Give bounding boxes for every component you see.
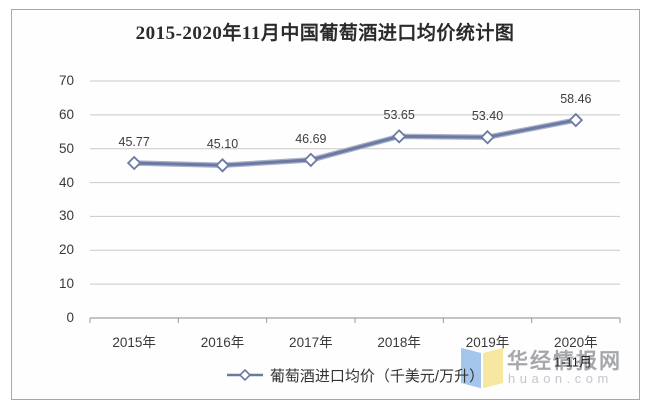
data-point-marker xyxy=(126,155,142,171)
data-label: 45.10 xyxy=(206,137,239,152)
y-axis-tick-label: 20 xyxy=(58,242,74,258)
legend-line-diamond-icon xyxy=(226,368,263,382)
x-axis-label: 2016年 xyxy=(200,335,245,350)
chart-frame xyxy=(11,9,640,400)
y-axis-tick-label: 40 xyxy=(58,174,74,190)
data-point-marker xyxy=(480,129,495,145)
data-point-marker xyxy=(215,158,230,173)
x-axis-label: 2019年 xyxy=(465,335,510,350)
data-label: 53.40 xyxy=(471,109,504,124)
data-point-marker xyxy=(391,129,407,144)
y-axis-tick-label: 30 xyxy=(58,208,74,224)
watermark: 华经情报网 huaon.com xyxy=(460,344,640,392)
legend-label: 葡萄酒进口均价（千美元/万升） xyxy=(269,367,485,385)
y-axis-tick-label: 60 xyxy=(58,106,74,122)
x-axis-label: 2017年 xyxy=(289,335,333,350)
legend: 葡萄酒进口均价（千美元/万升） xyxy=(90,365,620,385)
huajing-logo-icon xyxy=(461,346,505,390)
watermark-brand-text: 华经情报网 xyxy=(507,350,622,373)
data-point-marker xyxy=(303,152,319,168)
x-axis-label: 2020年 xyxy=(554,335,598,350)
chart-title: 2015-2020年11月中国葡萄酒进口均价统计图 xyxy=(135,23,515,44)
data-label: 53.65 xyxy=(383,108,415,123)
y-axis-tick-label: 70 xyxy=(58,73,74,88)
data-label: 46.69 xyxy=(295,131,327,146)
watermark-domain-text: huaon.com xyxy=(508,371,613,386)
series-line xyxy=(132,118,578,167)
data-label: 45.77 xyxy=(118,135,150,150)
x-axis-label: 2018年 xyxy=(377,335,421,350)
y-axis-tick-label: 10 xyxy=(58,276,74,292)
data-point-marker xyxy=(568,112,584,128)
data-label: 58.46 xyxy=(560,92,592,107)
y-axis-tick-label: 50 xyxy=(58,140,74,156)
y-axis-tick-label: 0 xyxy=(66,310,74,325)
x-axis-note-1-11月: 1-11月 xyxy=(553,354,593,370)
x-axis-label: 2015年 xyxy=(112,335,156,350)
